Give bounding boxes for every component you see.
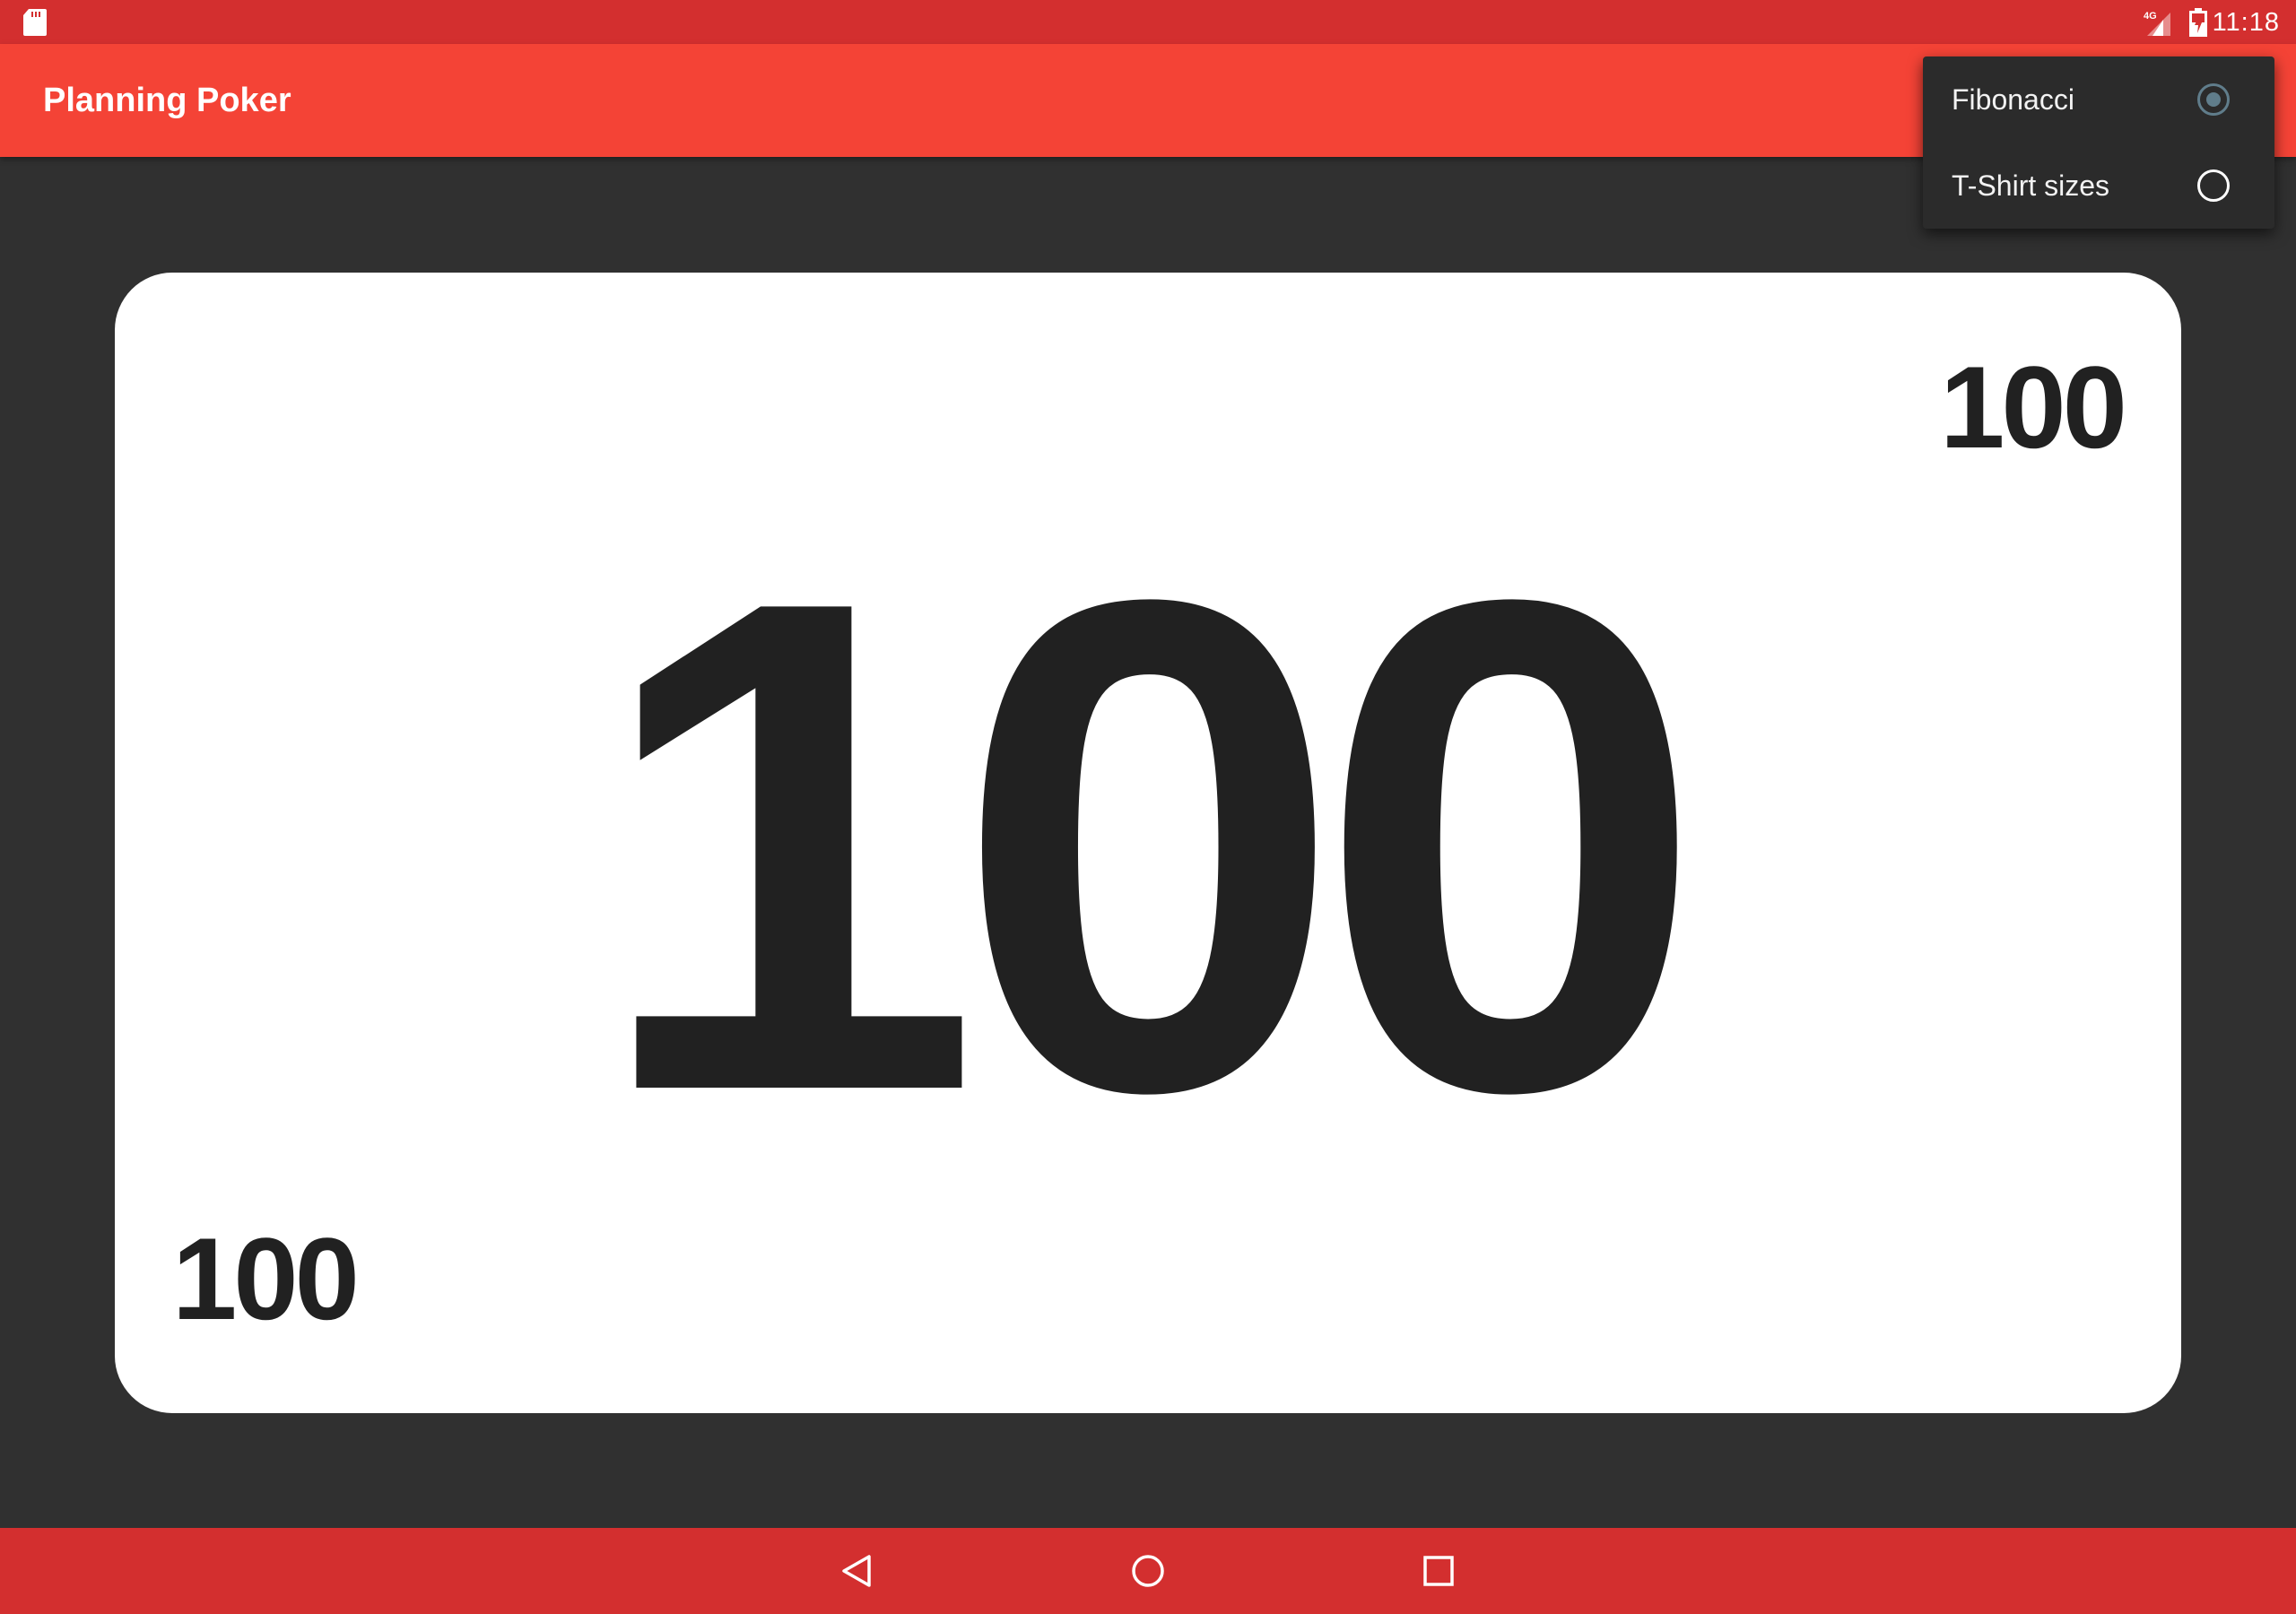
menu-item-fibonacci[interactable]: Fibonacci — [1923, 56, 2274, 143]
home-icon[interactable] — [1126, 1549, 1170, 1592]
poker-card[interactable]: 100 100 100 — [115, 273, 2181, 1413]
battery-icon — [2189, 8, 2207, 37]
card-corner-value-top: 100 — [1940, 342, 2127, 473]
card-main-value-container: 100 — [115, 497, 2181, 1196]
radio-unchecked-icon[interactable] — [2197, 169, 2230, 202]
deck-type-menu: Fibonacci T-Shirt sizes — [1923, 56, 2274, 229]
network-label: 4G — [2144, 11, 2157, 22]
recents-icon[interactable] — [1417, 1549, 1460, 1592]
card-main-value: 100 — [592, 456, 1705, 1237]
app-bar: Planning Poker — [0, 44, 2296, 157]
navigation-bar — [0, 1528, 2296, 1614]
card-corner-value-bottom: 100 — [172, 1213, 360, 1344]
app-title: Planning Poker — [43, 82, 291, 119]
signal-icon: 4G — [2144, 11, 2170, 36]
status-bar: 4G 11:18 — [0, 0, 2296, 44]
status-time: 11:18 — [2212, 8, 2280, 37]
menu-item-tshirt-sizes[interactable]: T-Shirt sizes — [1923, 143, 2274, 229]
sd-card-icon — [23, 9, 47, 36]
back-icon[interactable] — [836, 1549, 879, 1592]
radio-checked-icon[interactable] — [2197, 83, 2230, 116]
menu-item-label: Fibonacci — [1952, 83, 2074, 116]
menu-item-label: T-Shirt sizes — [1952, 169, 2110, 202]
